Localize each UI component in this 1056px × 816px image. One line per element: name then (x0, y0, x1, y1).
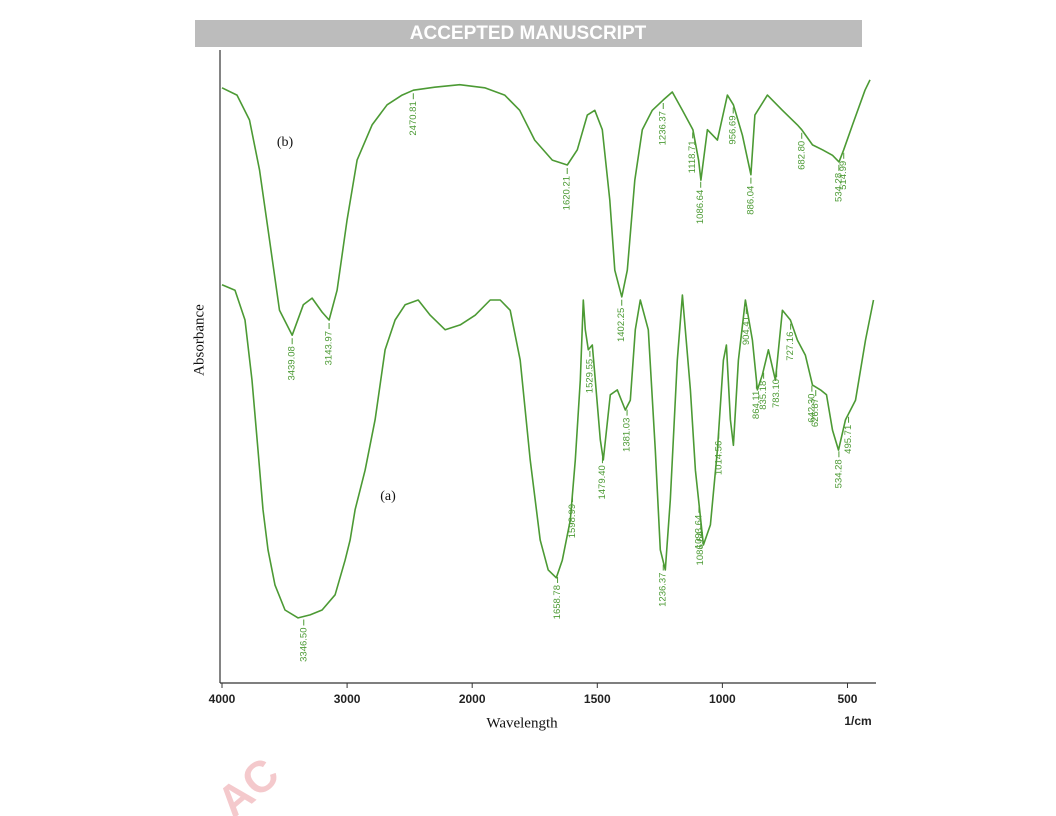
series-label: (a) (380, 489, 396, 504)
peak-label: 1658.78 (552, 585, 563, 619)
spectrum-line (221, 79, 871, 336)
x-axis-label: Wavelength (486, 715, 558, 731)
peak-label: 1236.37 (658, 111, 669, 145)
peak-label: 3143.97 (324, 331, 335, 365)
peak-label: 1620.21 (562, 176, 573, 210)
x-tick-label: 4000 (209, 692, 236, 706)
peak-label: 727.16 (785, 332, 796, 361)
peak-label: 1598.99 (567, 504, 578, 538)
peak-label: 1086.64 (695, 531, 706, 565)
peak-label: 1381.03 (622, 418, 633, 452)
peak-label: 626.87 (810, 398, 821, 427)
spectrum-line (221, 284, 875, 619)
x-tick-label: 1000 (709, 692, 736, 706)
peak-label: 682.80 (796, 141, 807, 170)
x-tick-label: 500 (837, 692, 857, 706)
peak-label: 2470.81 (408, 101, 419, 135)
peak-label: 1402.25 (616, 308, 627, 342)
peak-label: 1529.55 (584, 359, 595, 393)
peak-label: 1014.56 (713, 441, 724, 475)
y-axis-label: Absorbance (191, 304, 207, 376)
peak-label: 534.28 (833, 173, 844, 202)
peak-label: 1479.40 (597, 465, 608, 499)
peak-label: 1118.71 (687, 140, 698, 173)
peak-label: 783.10 (771, 379, 782, 408)
peak-label: 1086.64 (695, 190, 706, 224)
banner-bar (195, 20, 862, 47)
series-label: (b) (277, 135, 294, 150)
x-tick-label: 2000 (459, 692, 486, 706)
peak-label: 886.04 (745, 186, 756, 215)
x-tick-label: 1500 (584, 692, 611, 706)
peak-label: 904.41 (741, 316, 752, 345)
x-tick-label: 3000 (334, 692, 361, 706)
peak-label: 835.18 (758, 381, 769, 410)
peak-label: 3439.08 (287, 346, 298, 380)
peak-label: 534.28 (833, 459, 844, 488)
peak-label: 864.11 (751, 391, 762, 419)
peak-label: 956.69 (728, 116, 739, 145)
peak-label: 642.30 (806, 394, 817, 423)
watermark: AC (208, 749, 288, 816)
peak-label: 1236.37 (658, 573, 669, 607)
peak-label: 514.99 (838, 161, 849, 190)
banner: ACCEPTED MANUSCRIPT (410, 23, 647, 44)
peak-label: 495.71 (843, 425, 854, 454)
x-unit: 1/cm (844, 714, 871, 728)
peak-label: 3346.50 (298, 628, 309, 662)
peak-label: 1093.64 (693, 515, 704, 549)
